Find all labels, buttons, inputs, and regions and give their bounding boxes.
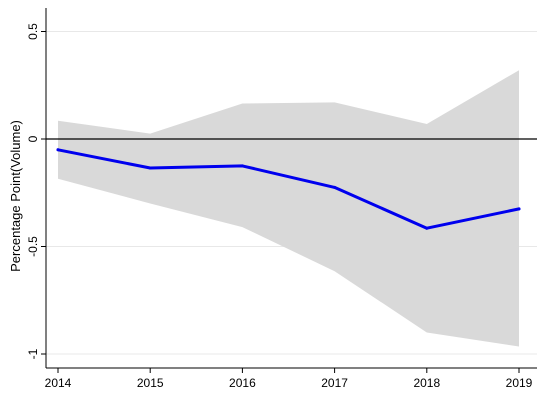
estimate-point-2015	[148, 166, 152, 170]
x-tick-label-5: 2019	[506, 376, 533, 390]
estimate-point-2019	[517, 207, 521, 211]
y-tick-label-3: -1	[26, 348, 40, 359]
x-tick-label-2: 2016	[229, 376, 256, 390]
y-tick-label-0: 0.5	[26, 23, 40, 40]
y-tick-label-2: -0.5	[26, 236, 40, 257]
estimate-point-2016	[240, 164, 244, 168]
estimate-point-2017	[333, 185, 337, 189]
y-axis-title: Percentage Point(Volume)	[8, 120, 23, 272]
x-tick-label-3: 2017	[321, 376, 348, 390]
x-tick-label-0: 2014	[45, 376, 72, 390]
x-tick-label-1: 2015	[137, 376, 164, 390]
estimate-point-2018	[425, 226, 429, 230]
series-layer	[56, 148, 521, 230]
y-tick-label-1: 0	[26, 135, 40, 142]
estimate-point-2014	[56, 148, 60, 152]
x-tick-label-4: 2018	[413, 376, 440, 390]
estimate-series-line	[56, 148, 521, 230]
axes-layer: 0.5 0 -0.5 -1 2014 2015 2016 2017 2018 2019	[26, 8, 537, 390]
